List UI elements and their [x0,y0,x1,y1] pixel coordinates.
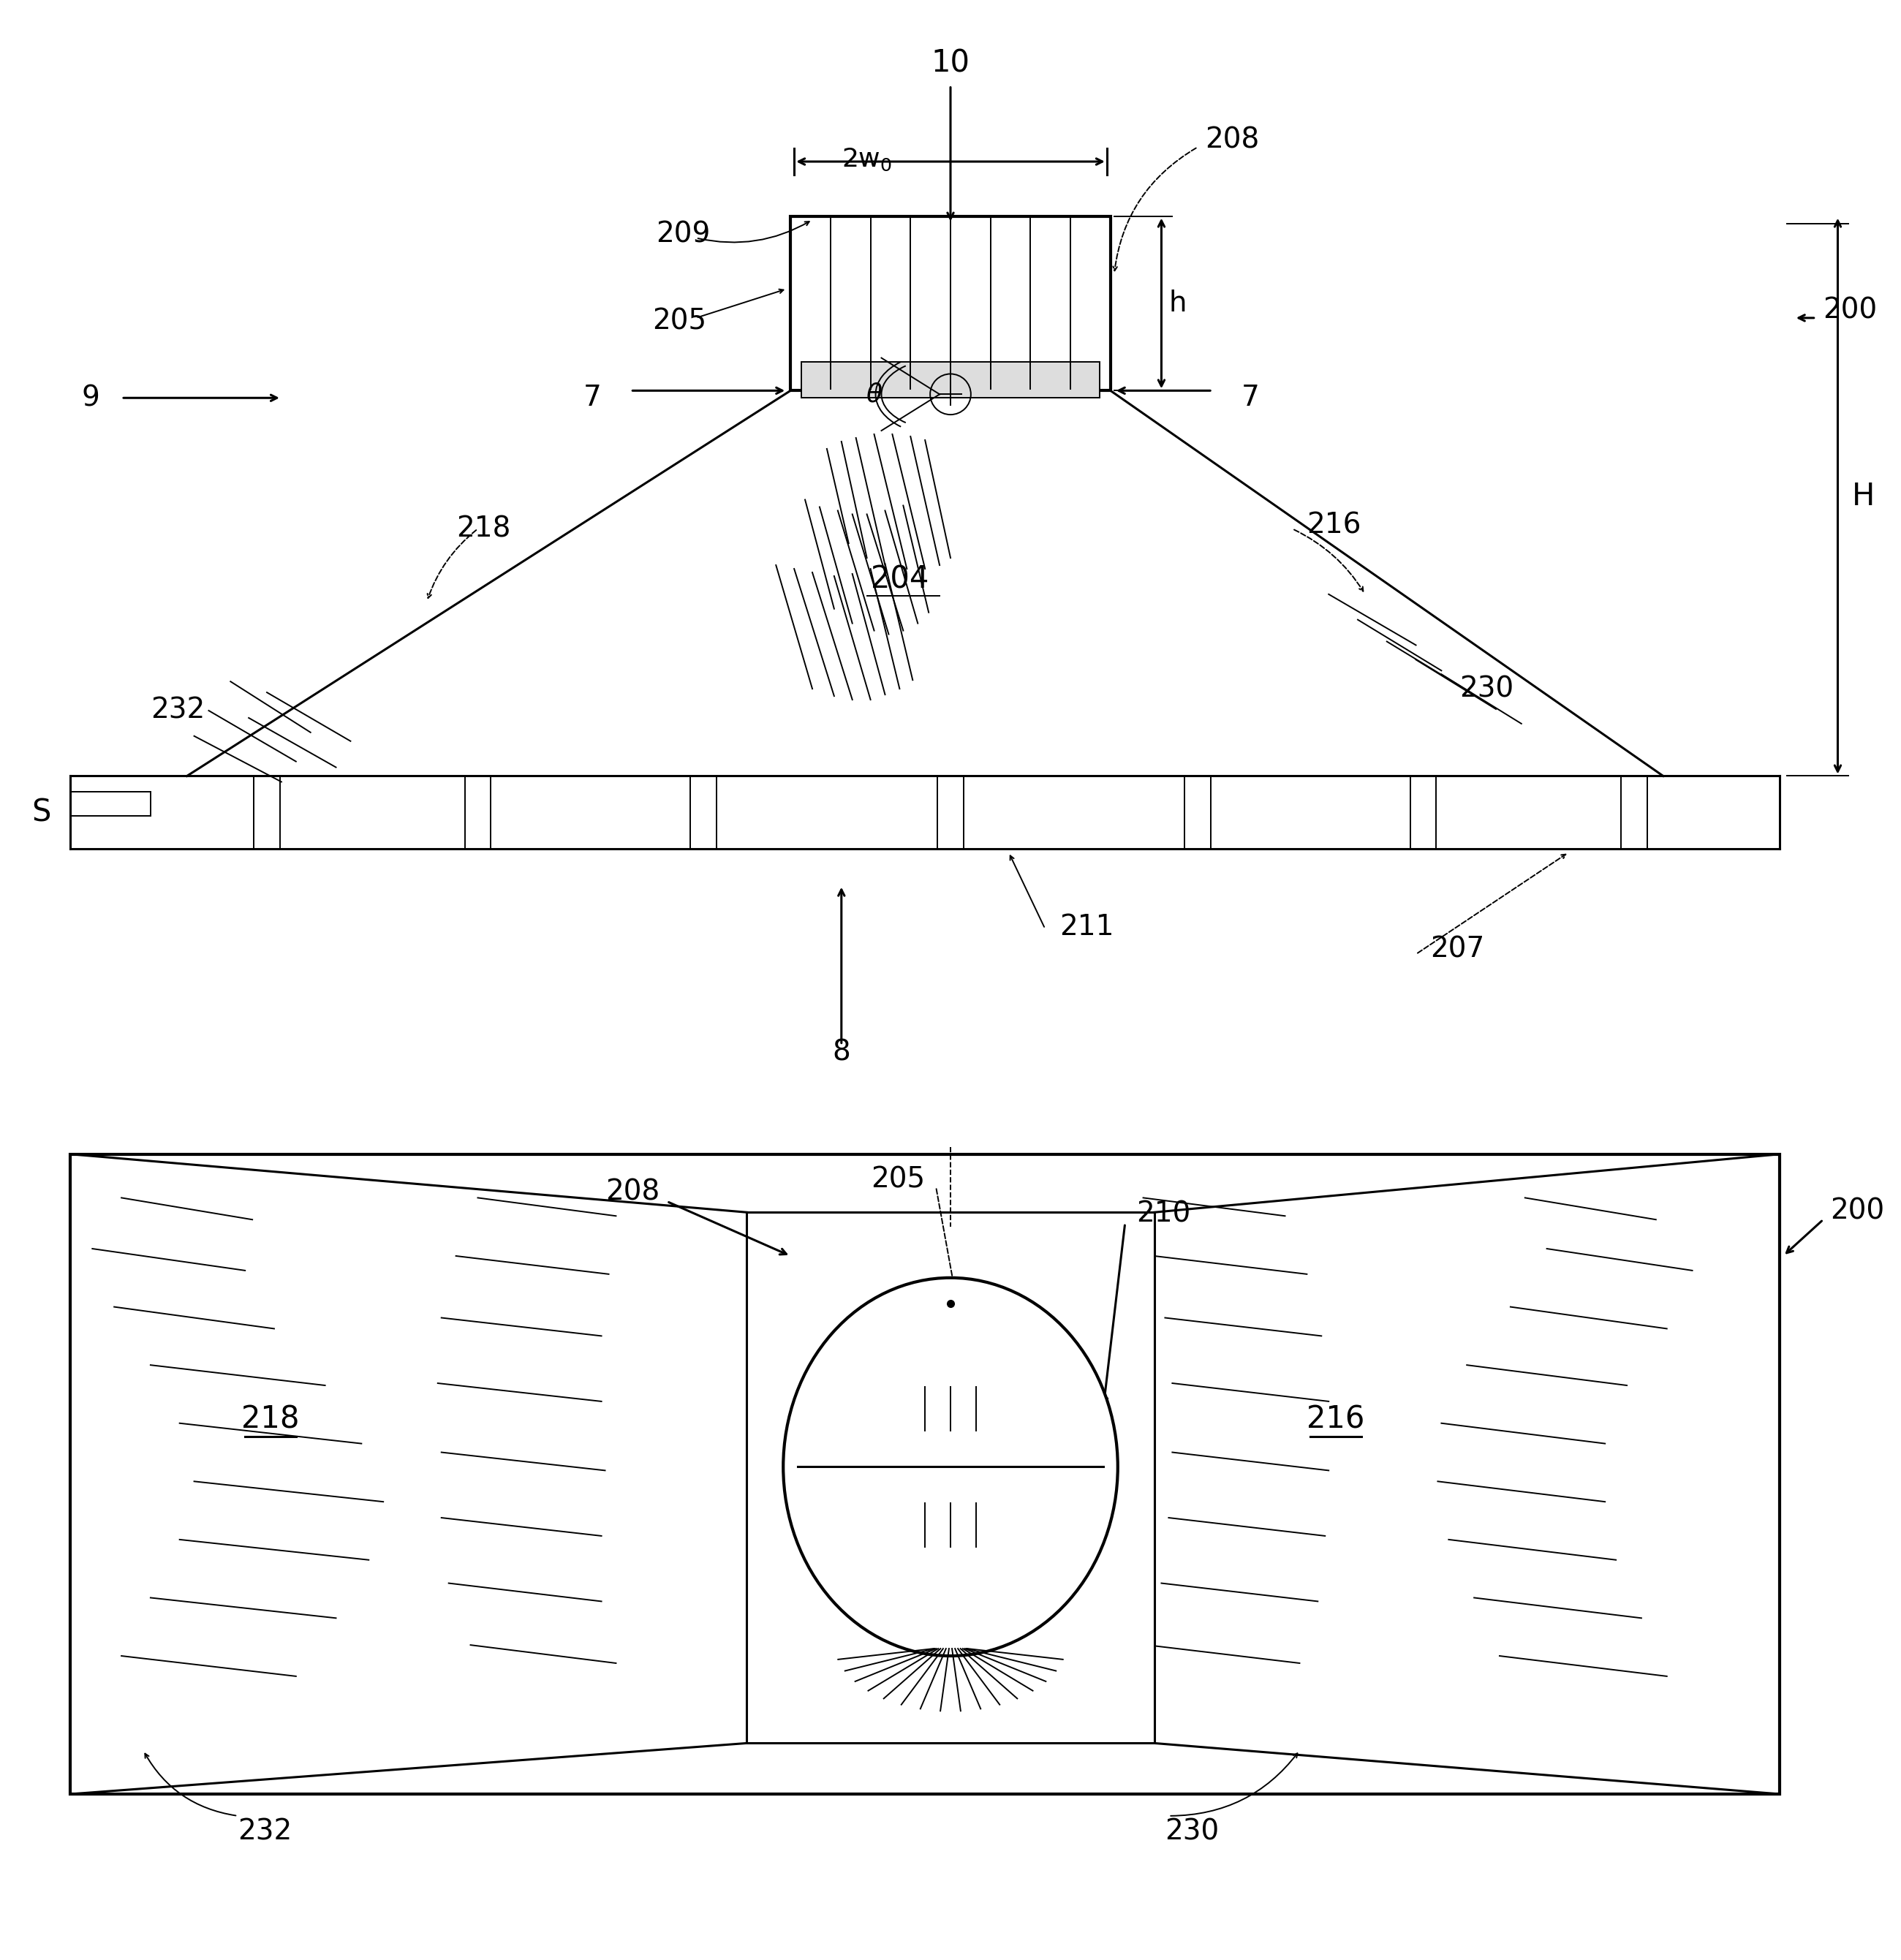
Text: 8: 8 [833,1039,850,1066]
Text: 2w$_\mathregular{0}$: 2w$_\mathregular{0}$ [842,147,892,172]
Text: 218: 218 [241,1403,300,1435]
Text: 205: 205 [871,1166,926,1194]
Text: 10: 10 [931,49,970,78]
Text: 210: 210 [1137,1200,1190,1227]
Text: H: H [1852,480,1874,512]
Text: 7: 7 [1241,384,1260,412]
Text: 205: 205 [652,308,707,335]
Text: 207: 207 [1430,935,1485,962]
Text: 232: 232 [150,696,205,725]
Text: 218: 218 [456,515,509,543]
Text: 211: 211 [1059,913,1114,941]
Text: 200: 200 [1823,296,1878,325]
Text: 232: 232 [238,1819,293,1846]
Text: 216: 216 [1306,1403,1365,1435]
Text: 7: 7 [584,384,601,412]
Bar [802,361,1099,398]
Bar [70,1154,1779,1793]
Text: h: h [1169,290,1186,318]
Text: 9: 9 [82,384,99,412]
Text: 216: 216 [1306,512,1361,539]
Text: 204: 204 [871,564,928,596]
Ellipse shape [783,1278,1118,1656]
Bar [747,1213,1154,1742]
Text: 230: 230 [1165,1819,1219,1846]
Text: 200: 200 [1831,1198,1884,1225]
Text: S: S [32,798,51,827]
Text: 208: 208 [605,1178,660,1205]
Text: 209: 209 [656,220,711,249]
Bar [791,216,1110,390]
Text: 230: 230 [1460,674,1513,704]
Text: $\theta$: $\theta$ [865,382,882,406]
Text: 208: 208 [1205,125,1258,153]
